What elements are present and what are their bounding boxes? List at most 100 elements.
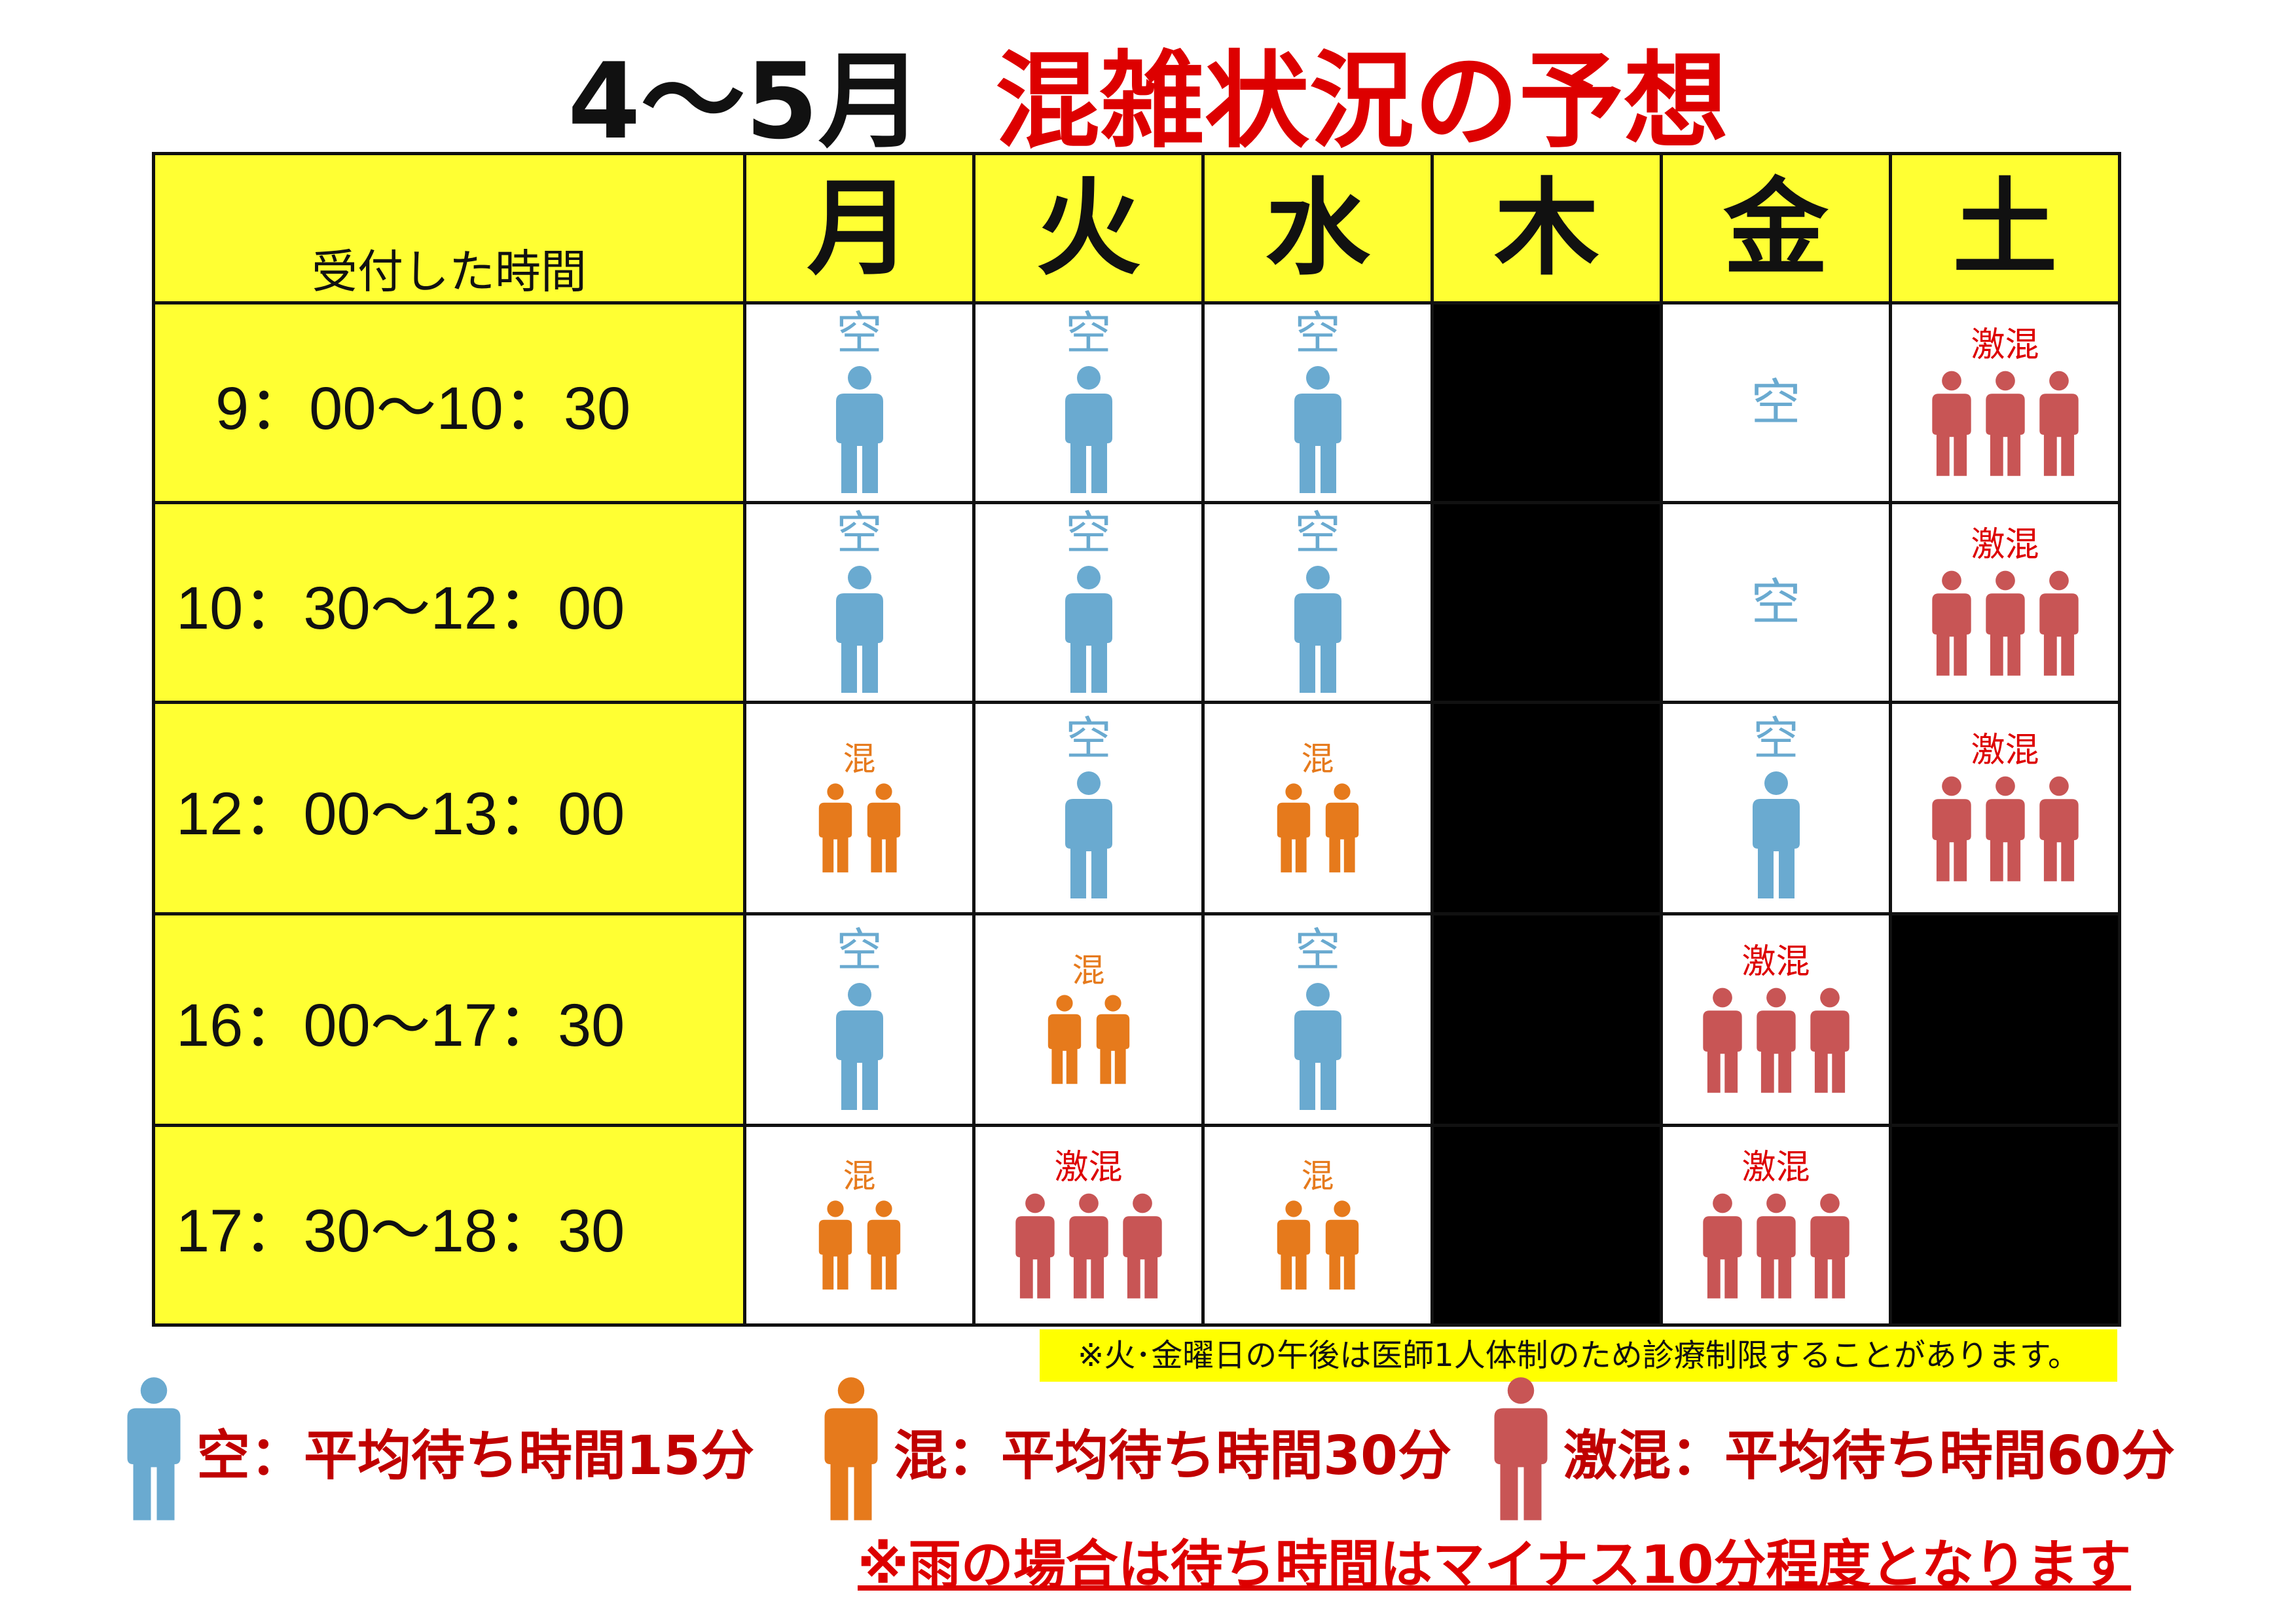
status-cell: 空 bbox=[1660, 301, 1892, 504]
status-label: 空 bbox=[1065, 506, 1112, 561]
person-icon bbox=[1294, 982, 1341, 1110]
status-label: 空 bbox=[1294, 506, 1341, 561]
status-label: 空 bbox=[1751, 373, 1801, 432]
status-cell: 混 bbox=[743, 1124, 975, 1327]
status-cell: 空 bbox=[1201, 501, 1434, 704]
person-icon bbox=[1068, 1193, 1108, 1299]
status-cell: 激混 bbox=[1889, 301, 2121, 504]
time-slot: 17：30〜18：30 bbox=[152, 1124, 746, 1327]
status-cell: 混 bbox=[1201, 1124, 1434, 1327]
person-icon bbox=[824, 1376, 878, 1520]
status-label: 激混 bbox=[1741, 942, 1810, 982]
status-label: 混 bbox=[1301, 1156, 1334, 1195]
person-icon bbox=[1756, 1193, 1796, 1299]
page-title: 4〜5月 混雑状況の予想 bbox=[0, 39, 2296, 164]
status-label: 空 bbox=[1294, 306, 1341, 361]
status-cell bbox=[1889, 1124, 2121, 1327]
status-label: 混 bbox=[843, 739, 876, 778]
legend-icon bbox=[822, 1376, 881, 1526]
status-cell bbox=[1430, 701, 1663, 915]
person-icon bbox=[867, 783, 900, 873]
status-label: 激混 bbox=[1971, 731, 2039, 771]
status-label: 空 bbox=[1294, 923, 1341, 978]
legend-very-busy: 激混：平均待ち時間60分 bbox=[1491, 1369, 2175, 1532]
status-label: 空 bbox=[1753, 712, 1799, 766]
title-period: 4〜5月 bbox=[568, 40, 923, 162]
header-row: 受付した時間 月 火 水 木 金 土 bbox=[152, 152, 2121, 304]
person-icon bbox=[1277, 783, 1310, 873]
legend-text-very-busy: 激混：平均待ち時間60分 bbox=[1563, 1424, 2176, 1487]
person-icon bbox=[1048, 995, 1081, 1084]
status-label: 激混 bbox=[1971, 525, 2039, 565]
table-row: 9：00〜10：30 空 空 空 空 激混 bbox=[152, 301, 2121, 504]
person-icon bbox=[835, 365, 883, 493]
time-slot: 10：30〜12：00 bbox=[152, 501, 746, 704]
person-icon bbox=[1702, 1193, 1742, 1299]
legend-text-busy: 混：平均待ち時間30分 bbox=[894, 1424, 1452, 1487]
person-icon bbox=[818, 1200, 852, 1290]
person-icon bbox=[1494, 1376, 1548, 1520]
person-icon bbox=[2039, 570, 2079, 676]
person-icon bbox=[1756, 987, 1796, 1093]
afternoon-note: ※火･金曜日の午後は医師1人体制のため診療制限することがあります。 bbox=[1040, 1329, 2117, 1382]
person-icon bbox=[1325, 1200, 1358, 1290]
status-cell: 混 bbox=[743, 701, 975, 915]
legend-empty: 空：平均待ち時間15分 bbox=[124, 1369, 754, 1532]
status-label: 激混 bbox=[1971, 325, 2039, 365]
day-header-fri: 金 bbox=[1660, 152, 1892, 304]
person-icon bbox=[1065, 365, 1112, 493]
person-icon bbox=[1065, 565, 1112, 693]
table-row: 10：30〜12：00 空 空 空 空 激混 bbox=[152, 501, 2121, 704]
status-label: 空 bbox=[836, 506, 883, 561]
status-cell: 空 bbox=[1201, 301, 1434, 504]
person-icon bbox=[1277, 1200, 1310, 1290]
status-cell: 空 bbox=[972, 701, 1205, 915]
table-row: 12：00〜13：00 混 空 混 空 激混 bbox=[152, 701, 2121, 915]
person-icon bbox=[1702, 987, 1742, 1093]
table-row: 17：30〜18：30 混 激混 混 激混 bbox=[152, 1124, 2121, 1327]
person-icon bbox=[835, 565, 883, 693]
day-header-sat: 土 bbox=[1889, 152, 2121, 304]
table-row: 16：00〜17：30 空 混 空 激混 bbox=[152, 912, 2121, 1127]
status-cell bbox=[1430, 301, 1663, 504]
status-label: 空 bbox=[836, 306, 883, 361]
person-icon bbox=[818, 783, 852, 873]
status-label: 空 bbox=[1065, 712, 1112, 766]
status-label: 激混 bbox=[1741, 1148, 1810, 1188]
person-icon bbox=[2039, 371, 2079, 476]
day-header-thu: 木 bbox=[1430, 152, 1663, 304]
status-label: 空 bbox=[1065, 306, 1112, 361]
person-icon bbox=[1294, 565, 1341, 693]
status-cell: 空 bbox=[743, 301, 975, 504]
person-icon bbox=[1752, 771, 1800, 898]
status-cell: 激混 bbox=[1660, 1124, 1892, 1327]
time-slot: 16：00〜17：30 bbox=[152, 912, 746, 1127]
status-cell bbox=[1430, 912, 1663, 1127]
status-cell: 激混 bbox=[1889, 501, 2121, 704]
person-icon bbox=[1931, 570, 1971, 676]
status-label: 空 bbox=[836, 923, 883, 978]
status-cell: 空 bbox=[743, 501, 975, 704]
legend-icon bbox=[124, 1376, 183, 1526]
person-icon bbox=[1985, 776, 2025, 881]
person-icon bbox=[835, 982, 883, 1110]
status-cell bbox=[1430, 501, 1663, 704]
person-icon bbox=[1096, 995, 1129, 1084]
day-header-tue: 火 bbox=[972, 152, 1205, 304]
status-cell: 激混 bbox=[1889, 701, 2121, 915]
status-cell: 混 bbox=[972, 912, 1205, 1127]
status-cell: 激混 bbox=[1660, 912, 1892, 1127]
status-label: 空 bbox=[1751, 573, 1801, 632]
person-icon bbox=[1931, 371, 1971, 476]
status-cell: 空 bbox=[1660, 701, 1892, 915]
legend-busy: 混：平均待ち時間30分 bbox=[822, 1369, 1451, 1532]
legend-icon bbox=[1491, 1376, 1550, 1526]
status-cell: 空 bbox=[972, 501, 1205, 704]
person-icon bbox=[867, 1200, 900, 1290]
person-icon bbox=[1931, 776, 1971, 881]
status-label: 混 bbox=[1301, 739, 1334, 778]
status-label: 激混 bbox=[1054, 1148, 1123, 1188]
status-cell: 空 bbox=[743, 912, 975, 1127]
status-cell: 空 bbox=[972, 301, 1205, 504]
title-heading: 混雑状況の予想 bbox=[994, 40, 1728, 162]
